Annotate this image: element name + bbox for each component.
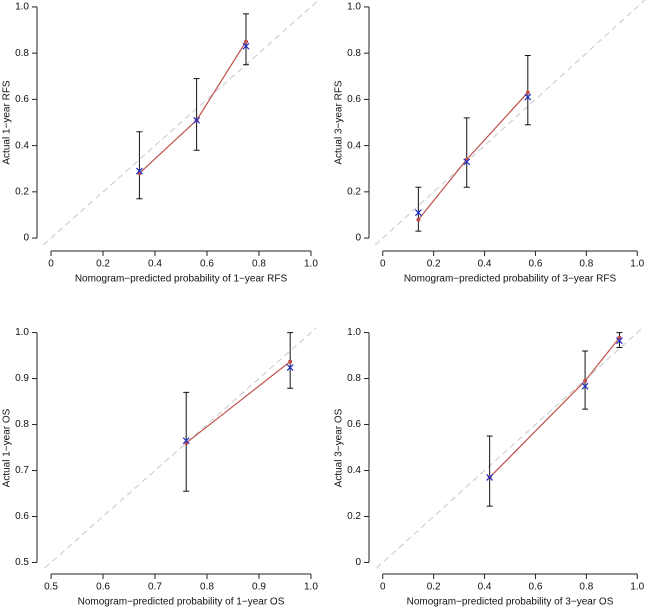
x-tick-label: 0 [48, 259, 54, 270]
calibration-line [185, 361, 291, 444]
x-tick-label: 0.2 [427, 582, 441, 593]
y-tick-label: 0.6 [347, 419, 361, 430]
x-axis-title: Nomogram−predicted probability of 1−year… [78, 597, 285, 608]
y-tick-label: 0 [23, 233, 29, 244]
y-axis-title: Actual 1−year RFS [2, 80, 13, 165]
x-axis-title: Nomogram−predicted probability of 3−year… [407, 597, 614, 608]
y-tick-label: 0.4 [15, 140, 29, 151]
y-tick-label: 0.6 [347, 94, 361, 105]
y-tick-label: 0.4 [347, 465, 361, 476]
x-tick-label: 0.7 [148, 582, 162, 593]
panel: 0 0.2 0.4 0.6 0.8 1.0 0 0.2 0.4 0.6 0.8 1.0 Nomogram… [334, 327, 645, 607]
x-tick-label: 0 [380, 259, 386, 270]
y-tick-label: 0.2 [15, 186, 29, 197]
corrected-point [135, 167, 143, 175]
x-tick-label: 1.0 [630, 582, 644, 593]
y-tick-label: 0.2 [347, 186, 361, 197]
x-tick-label: 0.5 [44, 582, 58, 593]
x-tick-label: 0 [380, 582, 386, 593]
corrected-point [463, 158, 471, 166]
observed-point [583, 378, 588, 383]
x-tick-label: 0.6 [96, 582, 110, 593]
observed-point [288, 359, 293, 364]
corrected-point [242, 42, 250, 50]
x-tick-label: 0.9 [252, 582, 266, 593]
corrected-point [524, 93, 532, 101]
y-tick-label: 0.6 [15, 94, 29, 105]
x-tick-label: 0.2 [427, 259, 441, 270]
x-tick-label: 0.6 [528, 582, 542, 593]
y-tick-label: 0.9 [15, 373, 29, 384]
y-tick-label: 0.5 [15, 557, 29, 568]
observed-point [617, 335, 622, 340]
y-tick-label: 0.8 [15, 48, 29, 59]
x-axis-title: Nomogram−predicted probability of 1−year… [75, 274, 288, 285]
y-tick-label: 0.8 [15, 419, 29, 430]
x-tick-label: 0.6 [528, 259, 542, 270]
x-tick-label: 0.6 [200, 259, 214, 270]
error-bar [486, 435, 493, 507]
x-tick-label: 0.4 [148, 259, 162, 270]
corrected-point [193, 116, 201, 124]
calibration-line [489, 337, 620, 478]
corrected-point [616, 337, 623, 345]
calibration-line [139, 41, 247, 174]
error-bar [524, 54, 531, 126]
y-tick-label: 1.0 [347, 2, 361, 13]
reference-line [376, 327, 643, 569]
reference-line [44, 327, 317, 569]
reference-line [42, 0, 320, 246]
y-axis-title: Actual 1−year OS [2, 408, 13, 487]
x-tick-label: 1.0 [304, 259, 318, 270]
y-tick-label: 0.2 [347, 511, 361, 522]
corrected-point [414, 209, 422, 217]
error-bar [242, 13, 249, 66]
error-bar [136, 131, 143, 200]
reference-line [374, 0, 646, 246]
y-tick-label: 0.8 [347, 48, 361, 59]
error-bar [415, 186, 422, 232]
y-tick-label: 0.8 [347, 373, 361, 384]
y-tick-label: 1.0 [15, 2, 29, 13]
x-tick-label: 0.8 [579, 259, 593, 270]
panel: 0 0.2 0.4 0.6 0.8 1.0 0 0.2 0.4 0.6 0.8 1.0 Nomogram… [334, 0, 646, 285]
y-tick-label: 0 [355, 233, 361, 244]
x-tick-label: 0.8 [579, 582, 593, 593]
y-tick-label: 1.0 [347, 327, 361, 338]
corrected-point [581, 382, 589, 390]
y-tick-label: 0 [355, 557, 361, 568]
x-tick-label: 0.8 [200, 582, 214, 593]
panel: 0.5 0.6 0.7 0.8 0.9 1.0 0.5 0.6 0.7 0.8 0.9 1.0 Nomo… [2, 327, 319, 607]
y-tick-label: 0.7 [15, 465, 29, 476]
observed-point [416, 217, 421, 222]
error-bar [463, 117, 470, 188]
corrected-point [182, 437, 190, 445]
observed-point [243, 39, 248, 44]
corrected-point [486, 474, 494, 481]
y-tick-label: 1.0 [15, 327, 29, 338]
y-axis-title: Actual 3−year RFS [334, 80, 345, 165]
y-tick-label: 0.6 [15, 511, 29, 522]
panel: 0 0.2 0.4 0.6 0.8 1.0 0 0.2 0.4 0.6 0.8 1.0 Nomogram… [2, 0, 320, 285]
x-tick-label: 1.0 [630, 259, 644, 270]
x-tick-label: 0.8 [252, 259, 266, 270]
observed-point [525, 90, 530, 95]
y-tick-label: 0.4 [347, 140, 361, 151]
x-tick-label: 1.0 [304, 582, 318, 593]
corrected-point [286, 364, 294, 371]
x-tick-label: 0.4 [478, 582, 492, 593]
x-tick-label: 0.2 [96, 259, 110, 270]
x-axis-title: Nomogram−predicted probability of 3−year… [404, 274, 617, 285]
x-tick-label: 0.4 [478, 259, 492, 270]
y-axis-title: Actual 3−year OS [334, 408, 345, 487]
error-bar [193, 78, 200, 151]
